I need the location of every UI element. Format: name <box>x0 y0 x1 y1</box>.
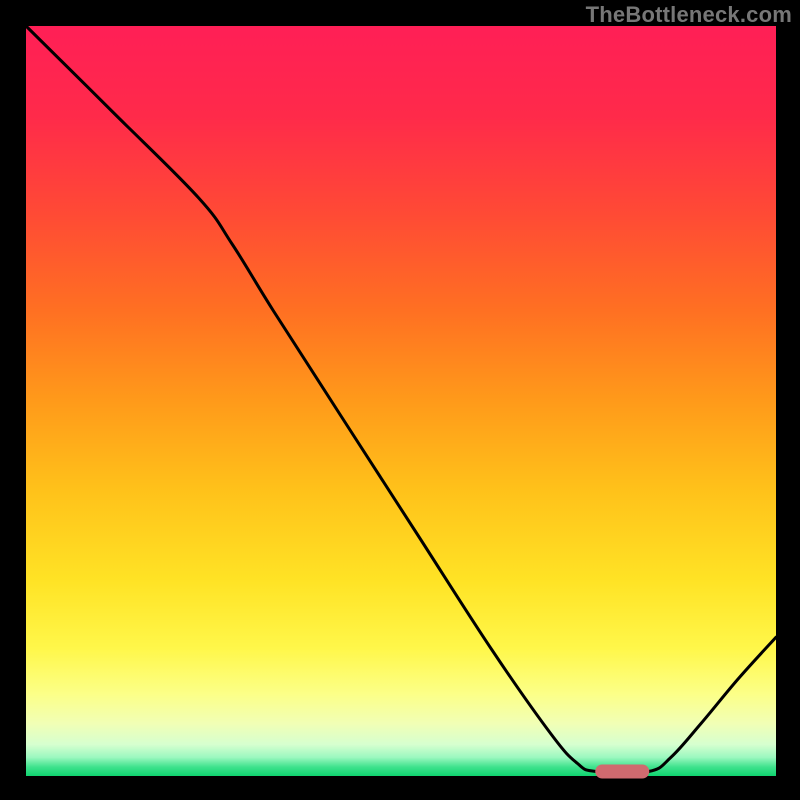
optimal-marker <box>595 765 649 779</box>
chart-svg <box>0 0 800 800</box>
watermark-text: TheBottleneck.com <box>586 2 792 28</box>
chart-root: TheBottleneck.com <box>0 0 800 800</box>
